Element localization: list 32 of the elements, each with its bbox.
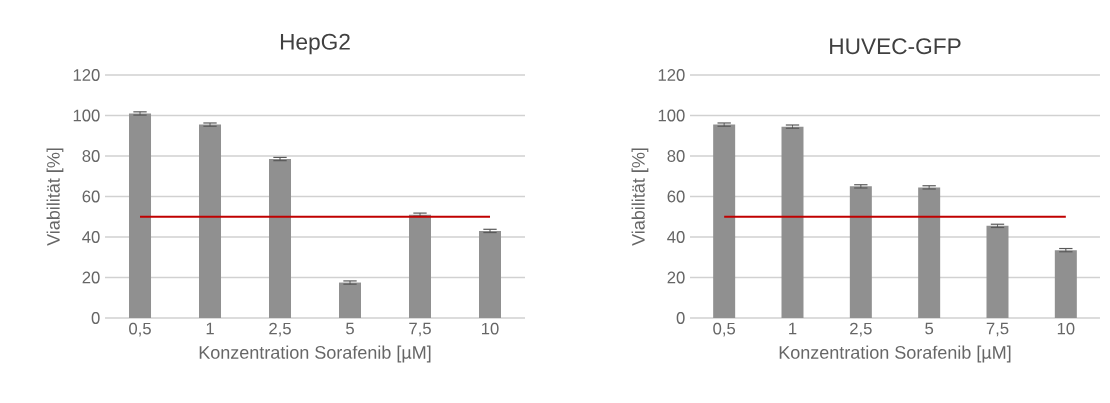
y-tick-label: 80: [667, 150, 685, 162]
x-tick-label: 2,5: [850, 322, 872, 337]
y-tick-label: 60: [667, 190, 685, 203]
y-axis-title: Viabilität [%]: [46, 148, 64, 246]
chart-title: HUVEC-GFP: [830, 38, 961, 55]
y-tick-label: 80: [82, 150, 100, 162]
y-tick-label: 60: [82, 190, 100, 203]
chart-title: HepG2: [280, 33, 350, 55]
y-tick-label: 120: [658, 69, 685, 81]
y-axis-title: Viabilität [%]: [631, 148, 649, 246]
x-tick-label: 5: [346, 322, 354, 335]
x-tick-label: 5: [925, 322, 934, 335]
x-tick-label: 1: [789, 322, 797, 335]
y-tick-label: 120: [73, 69, 100, 81]
x-tick-label: 7,5: [409, 322, 431, 337]
x-tick-label: 0,5: [129, 322, 151, 337]
x-tick-label: 1: [206, 322, 214, 335]
y-tick-label: 0: [91, 312, 100, 324]
x-tick-label: 10: [1057, 322, 1075, 335]
y-tick-label: 100: [658, 109, 685, 122]
x-tick-label: 10: [482, 322, 499, 335]
y-tick-label: 40: [667, 231, 685, 243]
y-tick-label: 20: [667, 271, 685, 284]
y-tick-label: 0: [676, 312, 685, 324]
y-tick-label: 40: [82, 231, 100, 243]
x-axis-title: Konzentration Sorafenib [µM]: [779, 345, 1011, 363]
x-tick-label: 7,5: [986, 322, 1009, 337]
x-tick-label: 2,5: [269, 322, 291, 337]
y-tick-label: 20: [82, 271, 100, 284]
x-axis-title: Konzentration Sorafenib [µM]: [199, 345, 431, 363]
x-tick-label: 0,5: [713, 322, 736, 337]
y-tick-label: 100: [73, 109, 100, 122]
